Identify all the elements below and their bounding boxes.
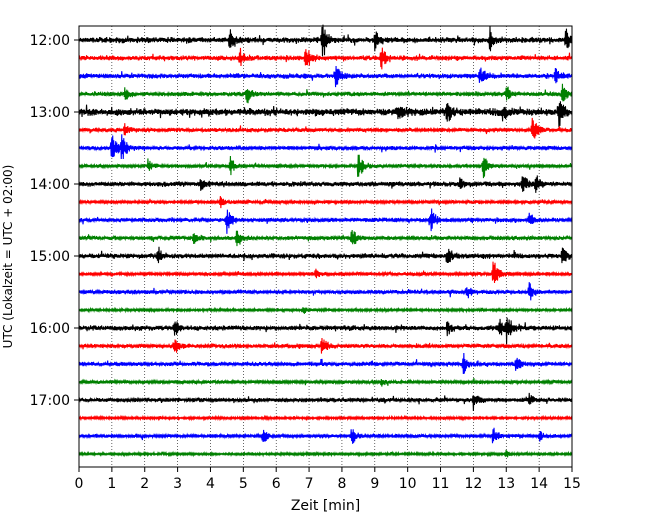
- trace-1400: [78, 175, 573, 193]
- y-tick-label: 12:00: [30, 33, 70, 49]
- trace-1700: [78, 392, 573, 411]
- trace-1600: [78, 317, 573, 345]
- x-tick-label: 9: [370, 476, 379, 492]
- x-tick-label: 0: [75, 476, 84, 492]
- x-axis-label: Zeit [min]: [291, 498, 360, 514]
- plot-frame: [78, 25, 573, 468]
- x-tick-label: 3: [173, 476, 182, 492]
- trace-1445: [78, 230, 573, 247]
- trace-1330: [78, 134, 573, 159]
- x-tick-label: 12: [464, 476, 482, 492]
- trace-1715: [78, 414, 573, 422]
- trace-1200: [78, 24, 573, 57]
- x-tick-label: 7: [305, 476, 314, 492]
- y-tick-label: 14:00: [30, 177, 70, 193]
- x-tick-label: 10: [399, 476, 417, 492]
- trace-1230: [78, 66, 573, 88]
- y-tick-label: 13:00: [30, 105, 70, 121]
- x-tick-label: 5: [239, 476, 248, 492]
- trace-1415: [78, 195, 573, 209]
- x-tick-label: 11: [432, 476, 450, 492]
- x-tick-label: 8: [337, 476, 346, 492]
- x-tick-label: 6: [272, 476, 281, 492]
- y-tick-label: 16:00: [30, 321, 70, 337]
- x-axis-ticks: 0 1 2 3 4 5 6 7 8 9 10 11 12 13 14 15: [75, 467, 581, 492]
- trace-1430: [78, 208, 573, 234]
- y-tick-label: 15:00: [30, 249, 70, 265]
- x-tick-label: 1: [107, 476, 116, 492]
- trace-1500: [78, 246, 573, 264]
- x-tick-label: 13: [497, 476, 515, 492]
- x-tick-label: 15: [563, 476, 581, 492]
- trace-1545: [78, 306, 573, 314]
- trace-1245: [78, 83, 573, 104]
- y-axis-label: UTC (Lokalzeit = UTC + 02:00): [1, 165, 15, 349]
- trace-1745: [78, 449, 573, 458]
- y-axis-ticks: 12:00 13:00 14:00 15:00 16:00 17:00: [30, 33, 79, 409]
- trace-1615: [78, 338, 573, 354]
- trace-1630: [78, 352, 573, 375]
- trace-series: [78, 24, 573, 458]
- trace-1530: [78, 282, 573, 301]
- trace-1515: [78, 261, 573, 283]
- trace-1345: [78, 154, 573, 179]
- x-tick-label: 4: [206, 476, 215, 492]
- trace-1645: [78, 378, 573, 387]
- trace-1215: [78, 47, 573, 70]
- trace-1730: [78, 427, 573, 444]
- trace-1315: [78, 117, 573, 139]
- y-tick-label: 17:00: [30, 393, 70, 409]
- trace-1300: [78, 101, 573, 128]
- x-tick-label: 14: [530, 476, 548, 492]
- x-tick-label: 2: [140, 476, 149, 492]
